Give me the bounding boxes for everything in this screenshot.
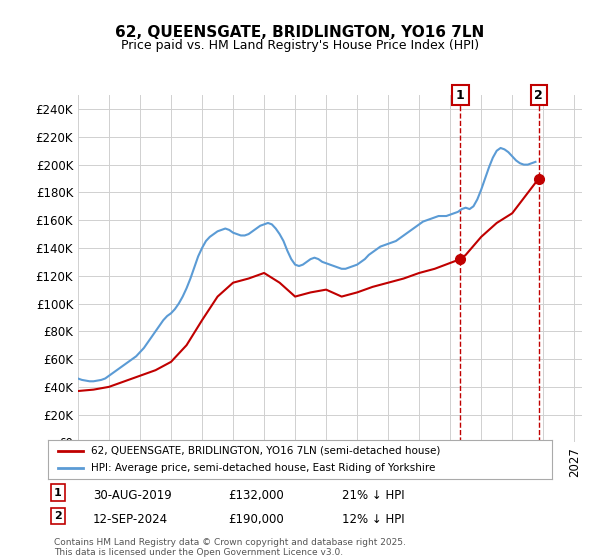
Text: £190,000: £190,000: [228, 512, 284, 526]
Text: 1: 1: [456, 88, 465, 102]
Text: HPI: Average price, semi-detached house, East Riding of Yorkshire: HPI: Average price, semi-detached house,…: [91, 463, 435, 473]
Text: 12% ↓ HPI: 12% ↓ HPI: [342, 512, 404, 526]
Text: 2: 2: [535, 88, 543, 102]
Text: 62, QUEENSGATE, BRIDLINGTON, YO16 7LN (semi-detached house): 62, QUEENSGATE, BRIDLINGTON, YO16 7LN (s…: [91, 446, 440, 456]
Text: £132,000: £132,000: [228, 489, 284, 502]
Text: Price paid vs. HM Land Registry's House Price Index (HPI): Price paid vs. HM Land Registry's House …: [121, 39, 479, 52]
Text: 2: 2: [54, 511, 62, 521]
Text: 12-SEP-2024: 12-SEP-2024: [93, 512, 168, 526]
Text: 1: 1: [54, 488, 62, 498]
Text: Contains HM Land Registry data © Crown copyright and database right 2025.
This d: Contains HM Land Registry data © Crown c…: [54, 538, 406, 557]
Text: 21% ↓ HPI: 21% ↓ HPI: [342, 489, 404, 502]
Text: 62, QUEENSGATE, BRIDLINGTON, YO16 7LN: 62, QUEENSGATE, BRIDLINGTON, YO16 7LN: [115, 25, 485, 40]
Text: 30-AUG-2019: 30-AUG-2019: [93, 489, 172, 502]
